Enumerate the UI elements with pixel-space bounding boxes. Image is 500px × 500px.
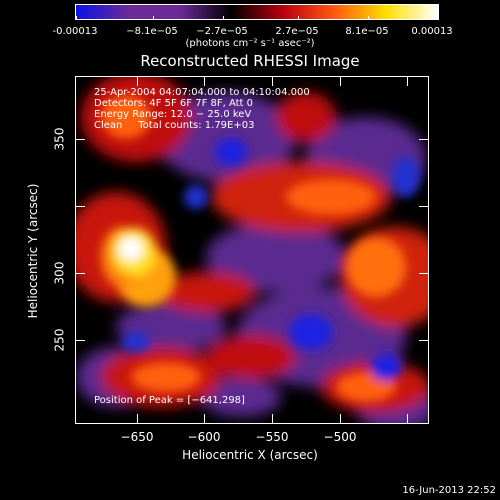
y-tick-label: 250 (52, 328, 67, 352)
colorbar-tick (76, 16, 77, 20)
flux-map (76, 77, 428, 423)
colorbar-tick-label: −2.7e−05 (196, 26, 248, 37)
info-detectors: Detectors: 4F 5F 6F 7F 8F, Att 0 (94, 98, 254, 109)
info-energy-range: Energy Range: 12.0 − 25.0 keV (94, 109, 252, 120)
x-tick-label: −600 (187, 430, 221, 444)
colorbar-tick-label: 8.1e−05 (345, 26, 389, 37)
y-axis-label: Heliocentric Y (arcsec) (26, 183, 40, 319)
colorbar (75, 4, 439, 20)
colorbar-tick (223, 16, 224, 20)
image-title: Reconstructed RHESSI Image (140, 52, 360, 70)
peak-position-label: Position of Peak = [−641,298] (94, 395, 245, 406)
x-tick-label: −650 (120, 430, 154, 444)
plot-area: 25-Apr-2004 04:07:04.000 to 04:10:04.000… (75, 76, 429, 424)
colorbar-tick-label: 2.7e−05 (275, 26, 319, 37)
colorbar-tick (368, 16, 369, 20)
x-tick-label: −500 (323, 430, 357, 444)
info-time-range: 25-Apr-2004 04:07:04.000 to 04:10:04.000 (94, 87, 310, 98)
plot-timestamp: 16-Jun-2013 22:52 (402, 485, 496, 496)
x-axis-label: Heliocentric X (arcsec) (182, 448, 318, 462)
info-clean-counts: Clean Total counts: 1.79E+03 (94, 120, 255, 131)
colorbar-tick-label: -0.00013 (52, 26, 98, 37)
x-tick-label: −550 (255, 430, 289, 444)
colorbar-tick (433, 16, 434, 20)
colorbar-tick (298, 16, 299, 20)
y-tick-label: 300 (52, 261, 67, 285)
colorbar-tick-label: −8.1e−05 (126, 26, 178, 37)
colorbar-tick-label: 0.00013 (411, 26, 453, 37)
y-tick-label: 350 (52, 127, 67, 151)
colorbar-tick (153, 16, 154, 20)
colorbar-units: (photons cm⁻² s⁻¹ asec⁻²) (185, 38, 315, 49)
